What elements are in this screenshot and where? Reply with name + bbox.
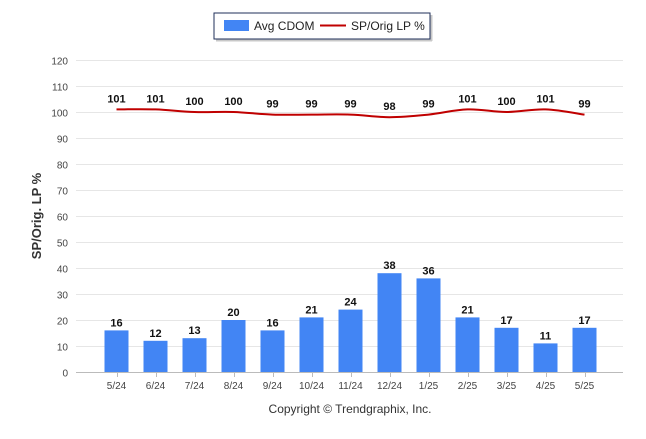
y-tick-label: 0 <box>62 369 68 380</box>
bar <box>260 330 285 372</box>
bar-data-label: 13 <box>188 325 200 337</box>
bar-data-label: 17 <box>578 315 590 327</box>
bar-data-label: 21 <box>305 304 317 316</box>
legend-label-avg-cdom: Avg CDOM <box>254 19 314 33</box>
y-tick-label: 100 <box>51 109 68 120</box>
bar-data-label: 12 <box>149 328 161 340</box>
x-tick-label: 10/24 <box>299 381 324 392</box>
bar <box>338 309 363 372</box>
bar <box>182 338 207 372</box>
line-data-label: 100 <box>224 96 242 108</box>
x-tick-label: 7/24 <box>185 381 205 392</box>
x-tick-label: 2/25 <box>458 381 478 392</box>
y-tick-label: 30 <box>57 291 69 302</box>
bar-data-label: 20 <box>227 307 239 319</box>
line-data-label: 99 <box>422 99 434 111</box>
x-tick-label: 9/24 <box>263 381 283 392</box>
y-tick-label: 90 <box>57 135 69 146</box>
line-path <box>116 108 585 119</box>
copyright-text: Copyright © Trendgraphix, Inc. <box>269 402 432 416</box>
line-data-label: 101 <box>458 93 476 105</box>
y-axis-ticks: 0 10 20 30 40 50 60 70 80 90 100 110 120 <box>51 57 68 380</box>
x-tick-label: 12/24 <box>377 381 402 392</box>
y-tick-label: 60 <box>57 213 69 224</box>
line-data-label: 101 <box>536 93 554 105</box>
x-tick-label: 6/24 <box>146 381 166 392</box>
line-series: 101 101 100 100 99 99 99 98 99 101 100 101 99 <box>107 93 591 119</box>
x-tick-label: 1/25 <box>419 381 439 392</box>
x-tick-label: 4/25 <box>536 381 556 392</box>
bar-data-label: 16 <box>110 317 122 329</box>
y-tick-label: 20 <box>57 317 69 328</box>
line-data-label: 101 <box>146 93 164 105</box>
y-tick-label: 40 <box>57 265 69 276</box>
line-data-label: 100 <box>497 96 515 108</box>
bar <box>143 340 168 372</box>
bar-data-label: 24 <box>344 297 357 309</box>
y-tick-label: 70 <box>57 187 69 198</box>
line-data-label: 98 <box>383 101 395 113</box>
bar <box>221 320 246 372</box>
bar-data-label: 38 <box>383 260 395 272</box>
y-tick-label: 110 <box>52 83 68 94</box>
line-data-label: 99 <box>578 99 590 111</box>
bar <box>416 278 441 372</box>
x-tick-label: 11/24 <box>338 381 363 392</box>
line-data-label: 99 <box>305 99 317 111</box>
y-axis-title: SP/Orig. LP % <box>29 172 44 259</box>
y-tick-label: 50 <box>57 239 69 250</box>
y-tick-label: 80 <box>57 161 69 172</box>
legend-label-sp-orig-lp: SP/Orig LP % <box>351 19 425 33</box>
bar-data-label: 17 <box>500 315 512 327</box>
line-data-label: 100 <box>185 96 203 108</box>
x-tick-label: 3/25 <box>497 381 517 392</box>
legend-item-sp-orig-lp[interactable]: SP/Orig LP % <box>320 19 425 33</box>
legend[interactable]: Avg CDOM SP/Orig LP % <box>213 12 433 42</box>
y-tick-label: 10 <box>57 343 69 354</box>
bar-data-label: 11 <box>540 330 552 342</box>
x-tick-label: 5/24 <box>107 381 127 392</box>
bar-data-label: 16 <box>266 317 278 329</box>
bar-data-label: 21 <box>461 304 473 316</box>
x-axis-ticks: 5/24 6/24 7/24 8/24 9/24 10/24 11/24 12/24 1/25 2… <box>107 372 595 392</box>
bar <box>494 327 519 372</box>
y-tick-label: 120 <box>51 57 68 68</box>
grid-lines <box>76 60 623 373</box>
bar <box>299 317 324 372</box>
line-data-label: 99 <box>344 99 356 111</box>
line-data-label: 99 <box>266 99 278 111</box>
bar-data-label: 36 <box>422 265 434 277</box>
legend-bar-swatch <box>224 20 249 31</box>
line-data-label: 101 <box>107 93 125 105</box>
bar <box>455 317 480 372</box>
bar <box>377 273 402 372</box>
legend-item-avg-cdom[interactable]: Avg CDOM <box>224 19 314 33</box>
bar <box>572 327 597 372</box>
bar <box>533 343 558 372</box>
bar <box>104 330 129 372</box>
x-tick-label: 5/25 <box>575 381 595 392</box>
x-tick-label: 8/24 <box>224 381 244 392</box>
bar-series: 16 12 13 20 16 21 24 38 36 21 17 11 17 <box>104 260 597 372</box>
